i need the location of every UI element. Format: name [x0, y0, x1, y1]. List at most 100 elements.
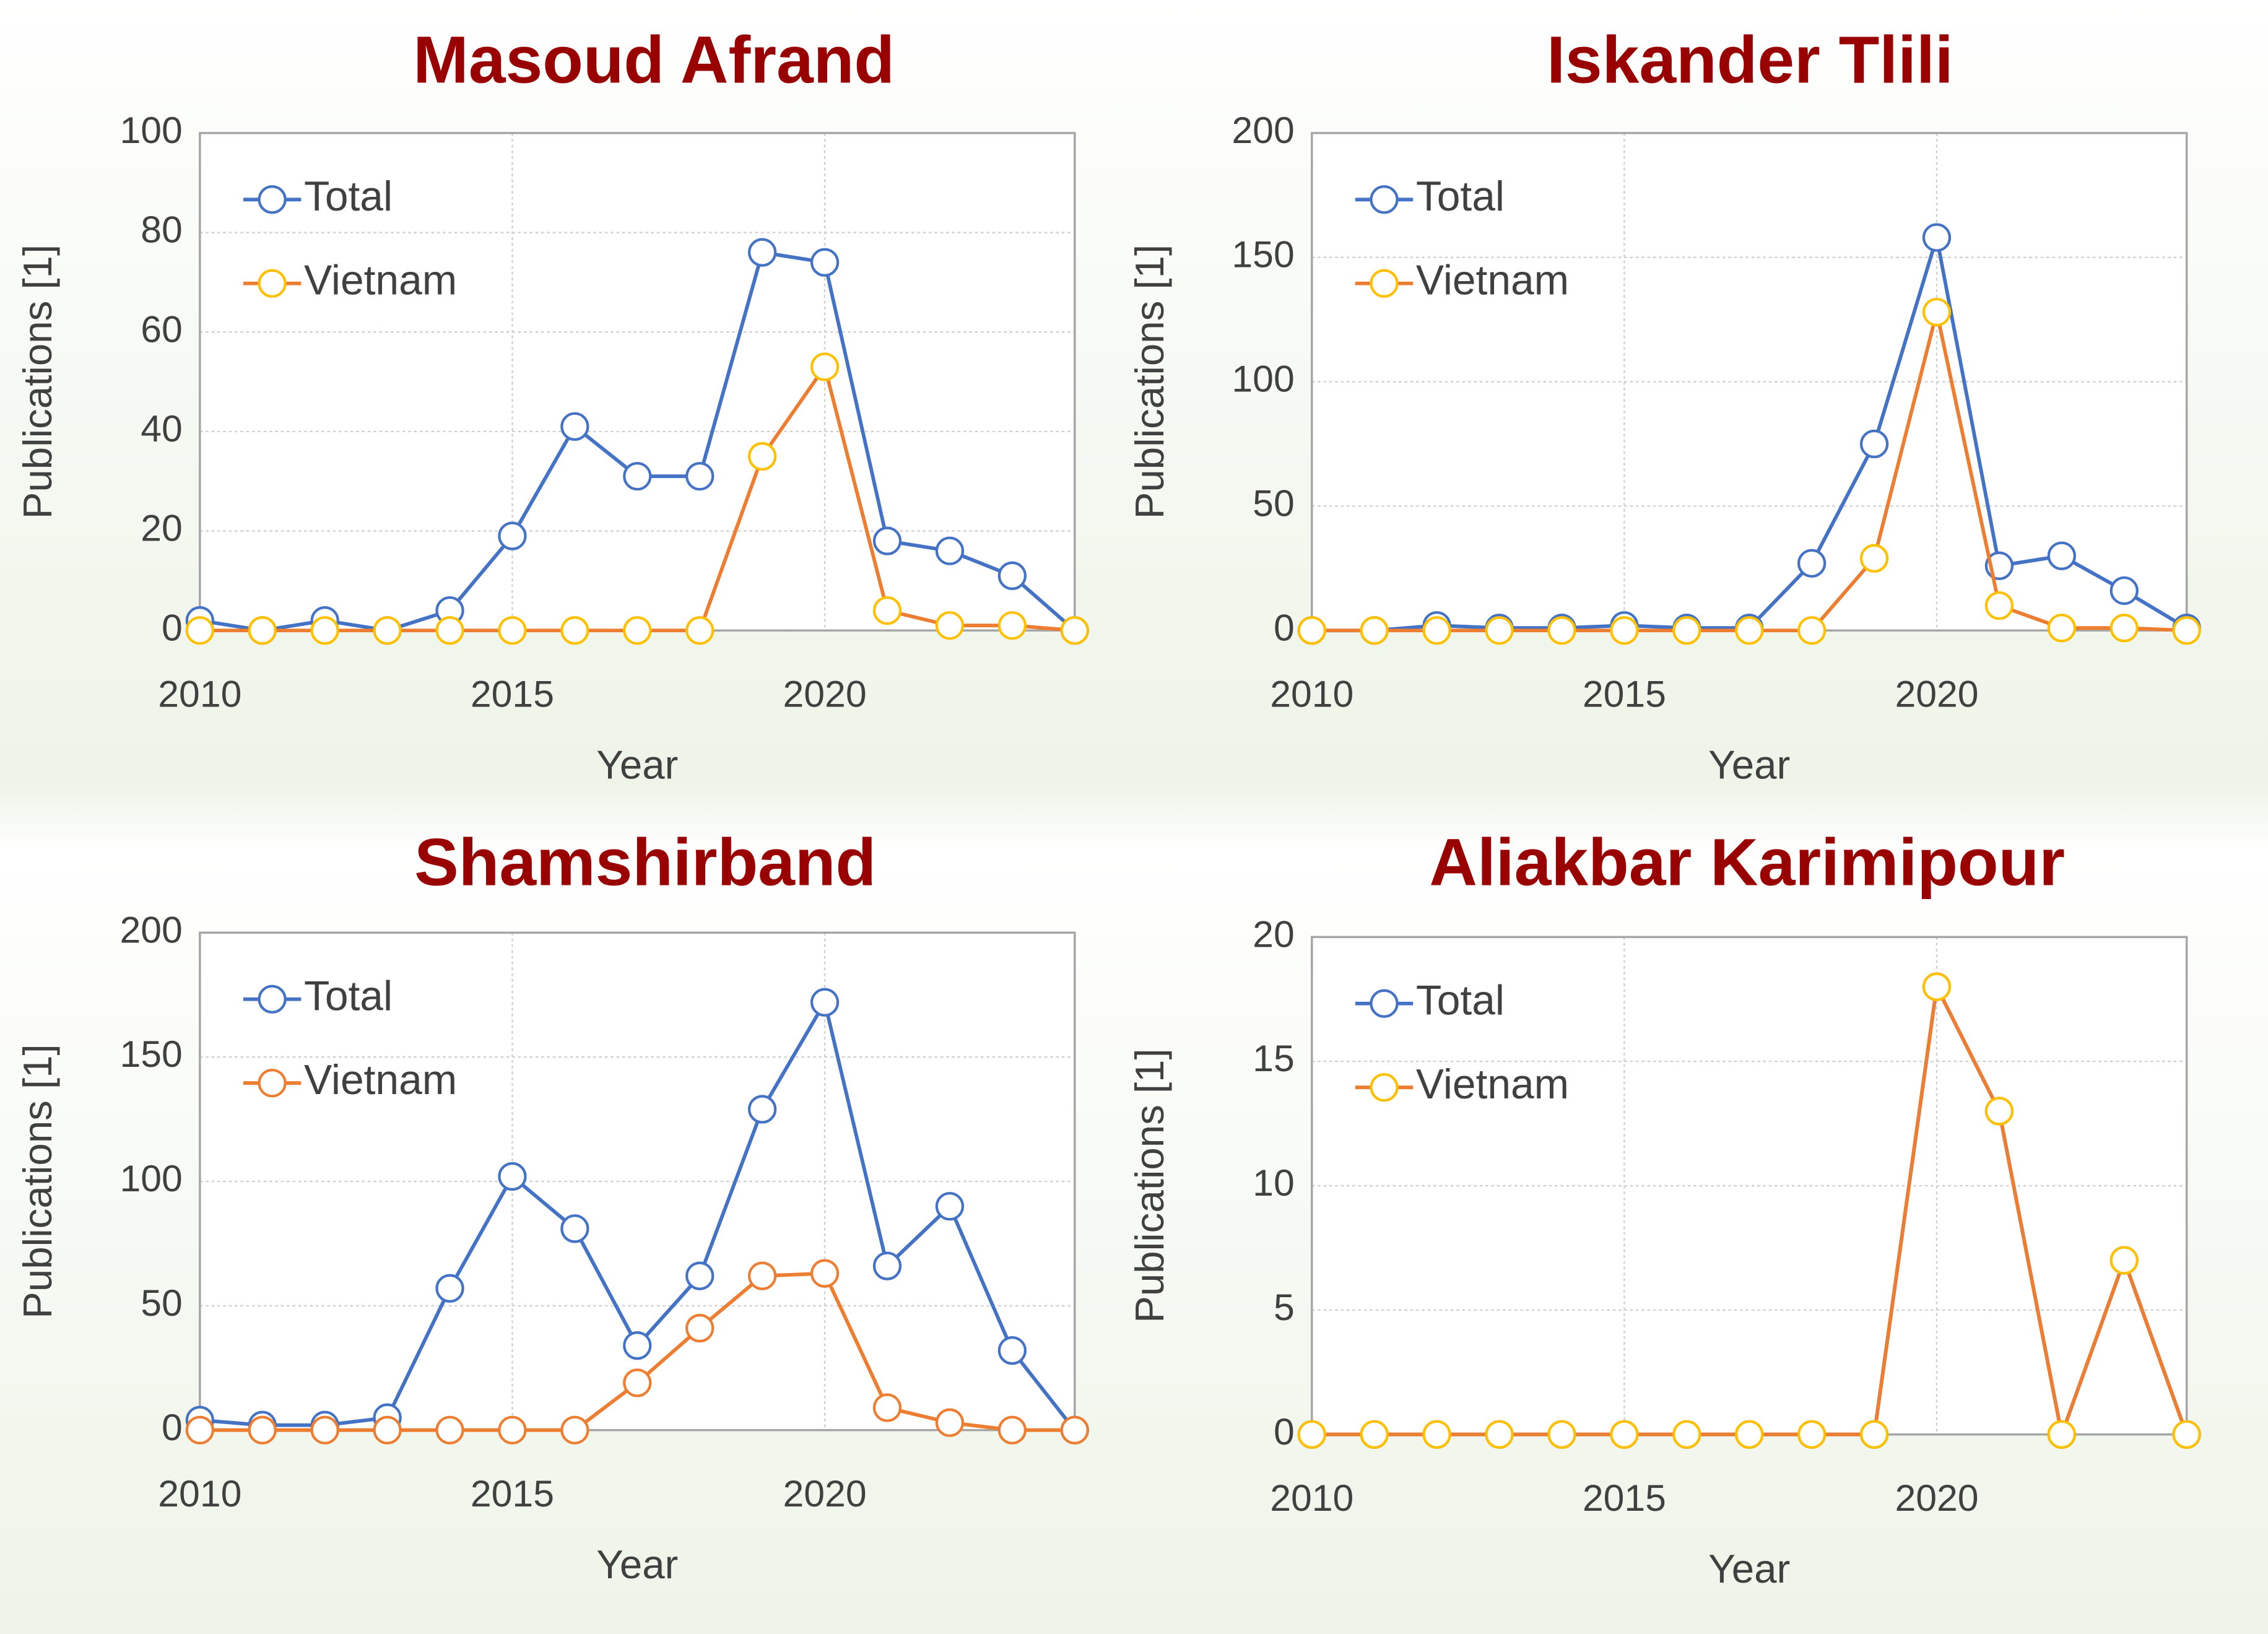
- data-point: [810, 352, 840, 381]
- y-tick-label: 200: [119, 908, 182, 950]
- data-point: [623, 616, 652, 645]
- chart-title: Shamshirband: [414, 825, 876, 900]
- data-point: [1672, 1420, 1701, 1449]
- data-point: [1297, 1420, 1326, 1449]
- data-point: [685, 1261, 715, 1290]
- y-tick-label: 0: [162, 606, 183, 648]
- data-point: [1797, 549, 1827, 578]
- y-tick-label: 0: [162, 1406, 183, 1448]
- x-tick-label: 2020: [783, 673, 867, 715]
- legend-marker: [1370, 989, 1399, 1018]
- data-point: [623, 1368, 652, 1397]
- data-point: [310, 616, 339, 645]
- y-axis-label: Publications [1]: [15, 245, 60, 519]
- y-tick-label: 50: [141, 1282, 183, 1324]
- data-point: [2172, 1420, 2201, 1449]
- legend-marker: [258, 185, 287, 214]
- legend-marker: [258, 269, 287, 298]
- data-point: [748, 441, 777, 471]
- y-tick-label: 5: [1274, 1286, 1295, 1328]
- data-point: [248, 616, 277, 645]
- data-point: [1610, 1420, 1639, 1449]
- data-point: [1547, 1420, 1576, 1449]
- data-point: [373, 1415, 402, 1445]
- y-tick-label: 200: [1232, 109, 1294, 151]
- legend-label: Total: [304, 173, 393, 220]
- y-axis-label: Publications [1]: [1127, 1048, 1172, 1323]
- y-tick-label: 100: [119, 1157, 182, 1199]
- data-point: [1922, 223, 1952, 252]
- y-tick-label: 100: [1232, 358, 1294, 400]
- x-axis-label: Year: [596, 742, 678, 787]
- y-tick-label: 0: [1274, 1410, 1295, 1453]
- data-point: [1360, 1420, 1389, 1449]
- legend-label: Total: [1416, 978, 1505, 1024]
- data-point: [435, 616, 464, 645]
- data-point: [685, 462, 715, 491]
- data-point: [560, 1214, 589, 1243]
- plot-border: [199, 931, 1076, 1432]
- y-axis-label: Publications [1]: [1127, 245, 1172, 519]
- legend-marker: [1370, 1073, 1399, 1102]
- chart-title: Aliakbar Karimipour: [1429, 825, 2065, 900]
- data-point: [685, 616, 715, 645]
- data-point: [997, 561, 1027, 590]
- data-point: [810, 248, 840, 277]
- y-tick-label: 150: [1232, 233, 1294, 276]
- data-point: [2172, 616, 2201, 645]
- legend-label: Total: [1416, 173, 1505, 220]
- x-tick-label: 2010: [1270, 673, 1353, 715]
- data-point: [872, 1251, 902, 1280]
- data-point: [1859, 429, 1889, 459]
- data-point: [1984, 591, 2014, 620]
- x-tick-label: 2010: [158, 673, 241, 715]
- data-point: [1297, 616, 1326, 645]
- data-point: [498, 1162, 527, 1191]
- data-point: [872, 1393, 902, 1422]
- data-point: [1060, 1415, 1089, 1445]
- y-tick-label: 80: [141, 209, 183, 251]
- y-tick-label: 100: [119, 109, 182, 151]
- legend-label: Vietnam: [1416, 258, 1569, 304]
- data-point: [1984, 1097, 2014, 1126]
- y-tick-label: 10: [1253, 1162, 1295, 1204]
- x-axis-label: Year: [1708, 742, 1790, 787]
- data-point: [1735, 1420, 1764, 1449]
- legend-label: Vietnam: [1416, 1061, 1569, 1108]
- data-point: [1735, 616, 1764, 645]
- data-point: [1422, 616, 1451, 645]
- data-point: [748, 1261, 777, 1290]
- data-point: [935, 611, 965, 640]
- y-axis-label: Publications [1]: [15, 1044, 60, 1318]
- x-tick-label: 2015: [1583, 1477, 1666, 1519]
- legend-label: Vietnam: [304, 258, 457, 304]
- data-point: [1610, 616, 1639, 645]
- chart-title: Iskander Tlili: [1547, 22, 1953, 97]
- y-tick-label: 60: [141, 308, 183, 350]
- legend-label: Total: [304, 973, 393, 1020]
- data-point: [935, 536, 965, 565]
- y-tick-label: 20: [1253, 913, 1295, 955]
- data-point: [498, 616, 527, 645]
- data-point: [560, 1415, 589, 1445]
- data-point: [623, 1331, 652, 1360]
- data-point: [1060, 616, 1089, 645]
- data-point: [1859, 544, 1889, 573]
- data-point: [997, 611, 1027, 640]
- data-point: [560, 616, 589, 645]
- data-point: [997, 1336, 1027, 1365]
- legend-label: Vietnam: [304, 1057, 457, 1103]
- data-point: [748, 238, 777, 267]
- data-point: [872, 526, 902, 555]
- y-tick-label: 20: [141, 507, 183, 549]
- data-point: [1485, 616, 1514, 645]
- data-point: [1859, 1420, 1889, 1449]
- data-point: [2109, 576, 2139, 606]
- data-point: [185, 1415, 214, 1445]
- x-tick-label: 2015: [471, 1472, 554, 1514]
- data-point: [2109, 614, 2139, 643]
- data-point: [748, 1095, 777, 1124]
- data-point: [623, 462, 652, 491]
- legend-marker: [1370, 185, 1399, 214]
